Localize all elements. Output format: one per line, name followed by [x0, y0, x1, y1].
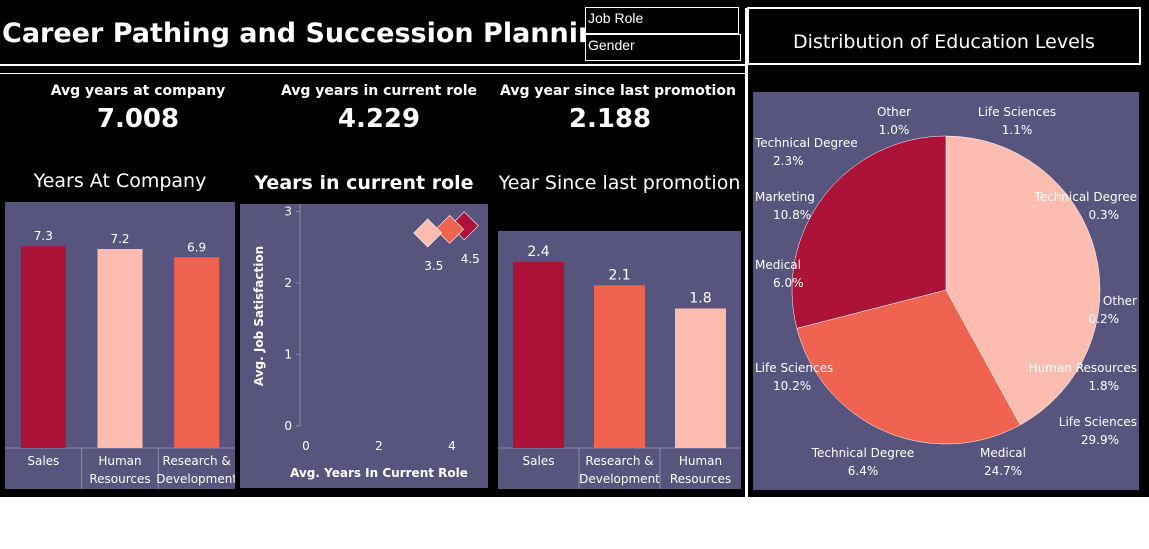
category-label: Sales [27, 454, 59, 468]
bar-value-label: 2.4 [527, 244, 549, 260]
bar [513, 262, 564, 448]
page-title: Career Pathing and Succession Planning [2, 18, 617, 49]
bar-value-label: 7.3 [34, 229, 53, 243]
header-divider-bottom [0, 64, 745, 66]
kpi-value-since-promotion: 2.188 [568, 104, 652, 134]
pie-label-name: Life Sciences [978, 105, 1056, 119]
gender-filter[interactable]: Gender [585, 34, 741, 61]
pie-label-name: Other [1103, 294, 1137, 308]
y-tick-label: 0 [284, 419, 292, 433]
pie-label-name: Life Sciences [755, 361, 833, 375]
pie-label-name: Technical Degree [1033, 190, 1137, 204]
scatter-point [413, 218, 443, 248]
bar [97, 248, 143, 448]
pie-label-name: Technical Degree [811, 446, 915, 460]
pie-slice [796, 289, 1021, 445]
kpi-value-years-in-role: 4.229 [337, 104, 421, 134]
pie-label-value: 2.3% [773, 154, 804, 168]
point-label: 4.5 [461, 252, 480, 266]
years-at-company-bar-chart: 7.3 Sales 7.2 Human Resources 6.9 Research & De… [5, 202, 235, 489]
bar-value-label: 6.9 [187, 240, 206, 254]
x-tick-label: 4 [448, 439, 456, 453]
pie-label-value: 29.9% [1081, 433, 1119, 447]
chart-title-years-in-role: Years in current role [254, 172, 474, 194]
chart-title-since-promotion: Year Since last promotion [498, 172, 741, 194]
bar [594, 285, 645, 448]
x-axis-title: Avg. Years In Current Role [290, 466, 468, 480]
pie-label-value: 6.0% [773, 276, 804, 290]
pie-label-name: Life Sciences [1059, 415, 1137, 429]
y-tick-label: 3 [284, 205, 292, 219]
years-in-role-scatter-chart: 0 1 2 3 0 2 4 Avg. Years In Current Role Avg. Jo… [240, 204, 488, 488]
pie-label-value: 10.8% [773, 208, 811, 222]
pie-chart-title: Distribution of Education Levels [793, 31, 1095, 53]
bar [174, 257, 220, 448]
vertical-divider [745, 8, 748, 497]
kpi-label-since-promotion: Avg year since last promotion [500, 83, 736, 99]
header-divider-thin [0, 73, 745, 74]
point-label: 3.5 [424, 259, 443, 273]
pie-label-name: Medical [755, 258, 801, 272]
job-role-filter-label: Job Role [588, 10, 644, 26]
gender-filter-label: Gender [588, 37, 635, 53]
pie-title-box: Distribution of Education Levels [747, 7, 1141, 65]
pie-label-value: 10.2% [773, 379, 811, 393]
x-tick-label: 2 [375, 439, 383, 453]
since-promotion-bar-chart: 2.4 Sales 2.1 Research & Development 1.8 Human… [498, 231, 741, 489]
pie-label-name: Human Resources [1029, 361, 1137, 375]
education-pie-chart: Other 1.0% Life Sciences 1.1% Technical Degr… [753, 92, 1139, 490]
pie-label-value: 1.1% [1002, 123, 1033, 137]
kpi-label-years-in-role: Avg years in current role [280, 83, 478, 99]
bar [675, 308, 726, 448]
pie-label-value: 1.8% [1089, 379, 1120, 393]
pie-label-value: 24.7% [984, 464, 1022, 478]
pie-label-value: 0.3% [1089, 208, 1120, 222]
pie-slice [791, 135, 947, 329]
scatter-point [435, 214, 465, 244]
pie-label-value: 0.2% [1089, 312, 1120, 326]
bar [20, 246, 66, 448]
chart-title-years-at-company: Years At Company [33, 170, 207, 192]
bar-value-label: 7.2 [110, 232, 129, 246]
pie-label-name: Technical Degree [754, 136, 858, 150]
y-tick-label: 1 [284, 348, 292, 362]
category-label: Research & Development [156, 454, 235, 486]
category-label: Human Resources [670, 454, 731, 486]
bar-value-label: 2.1 [608, 267, 630, 283]
y-axis-title: Avg. Job Satisfaction [252, 246, 266, 386]
pie-slice [945, 135, 1101, 426]
category-label: Human Resources [89, 454, 150, 486]
bar-value-label: 1.8 [689, 291, 711, 307]
pie-label-value: 1.0% [879, 123, 910, 137]
chart-panel [240, 204, 488, 488]
kpi-label-years-at-company: Avg years at company [50, 83, 226, 99]
pie-label-name: Other [877, 105, 911, 119]
pie-label-value: 6.4% [848, 464, 879, 478]
category-label: Sales [523, 454, 555, 468]
y-tick-label: 2 [284, 276, 292, 290]
job-role-filter[interactable]: Job Role [585, 7, 739, 34]
pie-label-name: Medical [980, 446, 1026, 460]
pie-label-name: Marketing [755, 190, 815, 204]
category-label: Research & Development [579, 454, 660, 486]
x-tick-label: 0 [302, 439, 310, 453]
kpi-value-years-at-company: 7.008 [96, 104, 180, 134]
